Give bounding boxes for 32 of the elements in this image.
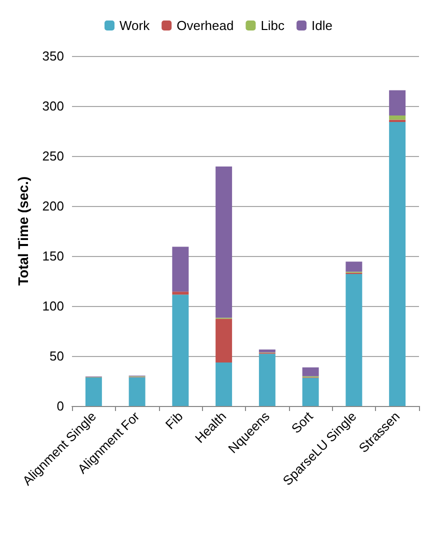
y-axis-title: Total Time (sec.) — [15, 176, 31, 286]
bar — [302, 367, 319, 376]
bar — [302, 378, 319, 406]
bar — [128, 377, 146, 406]
bar — [389, 90, 406, 116]
bar — [172, 292, 189, 295]
bar — [172, 246, 189, 292]
bar — [389, 122, 406, 406]
legend-label: Idle — [312, 18, 333, 33]
y-tick-label: 250 — [42, 148, 64, 164]
bar — [172, 294, 189, 406]
y-tick-label: 50 — [50, 348, 64, 364]
legend-label: Overhead — [176, 18, 234, 33]
x-tick-label: Sort — [288, 408, 316, 436]
bar — [216, 318, 232, 362]
y-tick-label: 150 — [42, 248, 64, 264]
bar — [258, 350, 276, 352]
x-tick-label: Fib — [162, 408, 186, 432]
y-tick-label: 100 — [42, 298, 64, 314]
bar — [389, 116, 406, 120]
y-tick-label: 350 — [42, 48, 64, 64]
y-tick-label: 200 — [42, 198, 64, 214]
y-tick-label: 0 — [56, 398, 64, 414]
bar — [346, 262, 362, 272]
bar — [216, 362, 232, 406]
legend-label: Work — [120, 18, 150, 33]
bar — [258, 354, 276, 406]
y-tick-label: 300 — [42, 98, 64, 114]
bar — [85, 378, 102, 406]
bar — [216, 166, 232, 318]
bar — [346, 274, 362, 406]
legend-label: Libc — [260, 18, 286, 33]
